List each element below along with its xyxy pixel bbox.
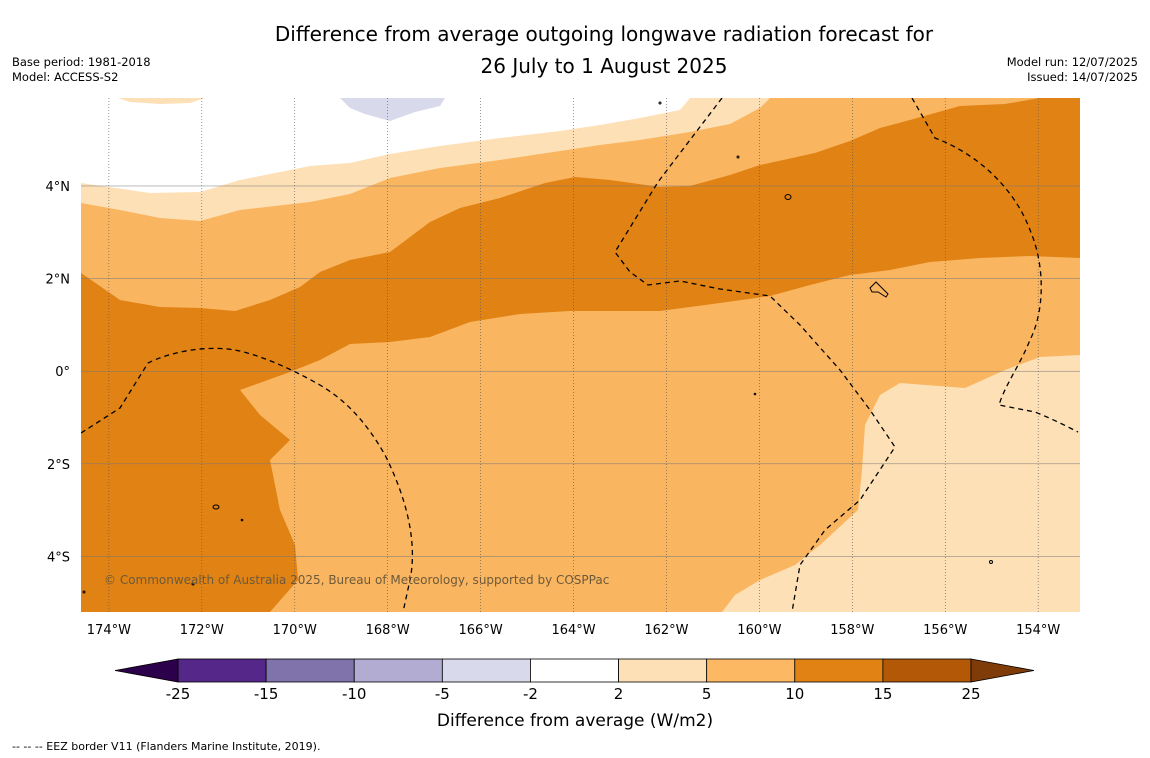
model-run-text: Model run: 12/07/2025 xyxy=(1006,55,1138,69)
eez-borders xyxy=(81,98,1079,612)
eez-border-central xyxy=(614,98,896,612)
eez-border-east xyxy=(911,98,1079,433)
run-info: Model run: 12/07/2025 Issued: 14/07/2025 xyxy=(1007,55,1138,85)
colorbar: -25 -15 -10 -5 -2 2 5 10 15 25 Difference from av… xyxy=(114,658,1035,731)
lon-label: 166°W xyxy=(459,623,503,638)
lon-label: 164°W xyxy=(551,623,595,638)
lon-label: 160°W xyxy=(737,623,781,638)
contour-neg5-neg2 xyxy=(340,98,445,121)
colorbar-tick-labels: -25 -15 -10 -5 -2 2 5 10 15 25 xyxy=(166,685,981,703)
island-3 xyxy=(869,281,889,298)
model-info: Base period: 1981-2018 Model: ACCESS-S2 xyxy=(12,55,151,85)
island-6 xyxy=(753,392,757,396)
colorbar-box xyxy=(794,658,884,683)
lon-label: 162°W xyxy=(644,623,688,638)
lon-label: 154°W xyxy=(1016,623,1060,638)
contour-10-15 xyxy=(81,98,1080,612)
map-title: Difference from average outgoing longwav… xyxy=(0,18,1150,82)
island-7 xyxy=(240,518,244,522)
lon-label: 168°W xyxy=(366,623,410,638)
island-9 xyxy=(82,590,86,594)
latitude-lines xyxy=(81,185,1080,557)
model-text: Model: ACCESS-S2 xyxy=(12,70,119,84)
colorbar-box xyxy=(177,658,267,683)
colorbar-high-extend xyxy=(970,658,1035,683)
graticule xyxy=(81,98,1080,612)
lat-label: 4°S xyxy=(47,550,70,565)
colorbar-box xyxy=(265,658,355,683)
lon-label: 156°W xyxy=(923,623,967,638)
colorbar-box xyxy=(441,658,531,683)
map-plot-area: © Commonwealth of Australia 2025, Bureau… xyxy=(81,98,1080,612)
base-period-text: Base period: 1981-2018 xyxy=(12,55,151,69)
colorbar-tick-label: -2 xyxy=(523,685,538,703)
island-10 xyxy=(191,582,195,586)
colorbar-tick-label: 5 xyxy=(702,685,712,703)
colorbar-boxes xyxy=(177,658,972,683)
issued-text: Issued: 14/07/2025 xyxy=(1027,70,1138,84)
lat-label: 2°S xyxy=(47,458,70,473)
eez-footnote: -- -- -- EEZ border V11 (Flanders Marine… xyxy=(12,740,321,753)
lat-label: 0° xyxy=(55,365,70,380)
colorbar-box xyxy=(353,658,443,683)
colorbar-tick-label: -15 xyxy=(254,685,279,703)
lat-label: 4°N xyxy=(46,180,71,195)
lon-label: 172°W xyxy=(180,623,224,638)
colorbar-box xyxy=(882,658,972,683)
lon-label: 158°W xyxy=(830,623,874,638)
lon-label: 170°W xyxy=(273,623,317,638)
colorbar-low-extend xyxy=(114,658,179,683)
copyright-text: © Commonwealth of Australia 2025, Bureau… xyxy=(104,573,609,587)
islands xyxy=(82,101,993,594)
colorbar-tick-label: -25 xyxy=(166,685,191,703)
colorbar-box xyxy=(618,658,708,683)
colorbar-box xyxy=(530,658,619,683)
colorbar-tick-label: 10 xyxy=(785,685,804,703)
colorbar-tick-label: -5 xyxy=(435,685,450,703)
lat-label: 2°N xyxy=(46,273,71,288)
title-line-1: Difference from average outgoing longwav… xyxy=(274,22,934,46)
eez-border-west xyxy=(81,347,413,612)
longitude-labels: 174°W 172°W 170°W 168°W 166°W 164°W 162°W 160°W… xyxy=(87,623,1061,638)
island-2 xyxy=(784,194,792,200)
colorbar-tick-label: 25 xyxy=(961,685,980,703)
colorbar-box xyxy=(706,658,796,683)
contour-2-5-southeast xyxy=(722,355,1080,612)
colorbar-tick-label: -10 xyxy=(342,685,367,703)
island-8 xyxy=(989,560,993,564)
colorbar-tick-label: 2 xyxy=(614,685,624,703)
lon-label: 174°W xyxy=(87,623,131,638)
contour-2-5-northwest xyxy=(118,98,205,104)
island-1 xyxy=(212,504,220,510)
colorbar-title: Difference from average (W/m2) xyxy=(437,711,713,731)
colorbar-tick-label: 15 xyxy=(873,685,892,703)
latitude-labels: 4°N 2°N 0° 2°S 4°S xyxy=(46,180,71,565)
island-5 xyxy=(736,155,740,159)
title-line-2: 26 July to 1 August 2025 xyxy=(480,54,728,78)
island-4 xyxy=(658,101,662,105)
